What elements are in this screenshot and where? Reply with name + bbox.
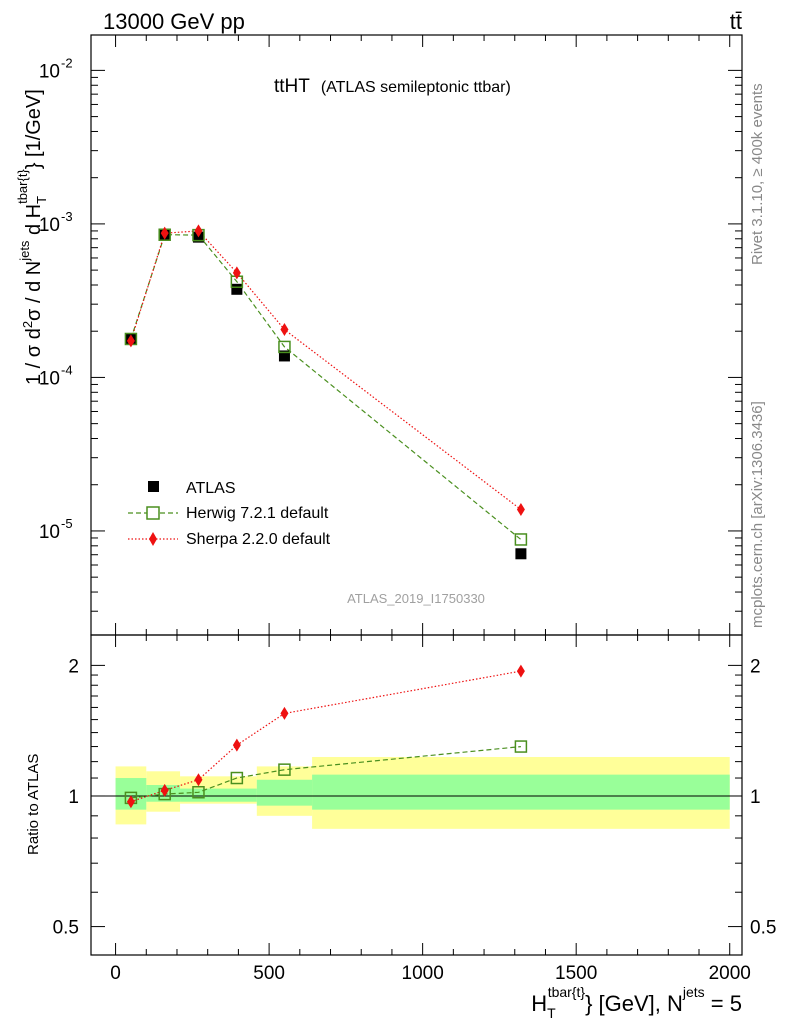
main-y-tick-exponent-3: -2 — [61, 55, 73, 70]
main-sherpa-line — [130, 230, 522, 510]
rivet-version: Rivet 3.1.10, ≥ 400k events — [749, 83, 766, 265]
main-y-tick-exponent-2: -3 — [61, 209, 73, 224]
legend: ATLAS Herwig 7.2.1 default Sherpa 2.2.0 … — [128, 480, 331, 548]
main-sherpa-point-1 — [160, 226, 169, 240]
x-tick-label-0: 0 — [110, 963, 121, 984]
ratio-herwig-point-5 — [514, 740, 528, 753]
main-atlas-point-5 — [515, 548, 527, 560]
main-atlas-point-4 — [278, 350, 290, 362]
x-label-sub: T — [547, 1005, 556, 1021]
plot-title-main: ttHT — [274, 76, 310, 97]
stat-uncertainty-band-3 — [256, 779, 313, 806]
x-label-rest: } [GeV], N — [585, 991, 683, 1016]
ratio-y-tick-label-right-1: 1 — [750, 787, 761, 808]
x-label-sup2: jets — [682, 984, 705, 1000]
x-tick-label-3: 1500 — [555, 963, 597, 984]
main-y-tick-label-2: 10 — [39, 215, 60, 236]
main-y-tick-exponent-1: -4 — [61, 362, 73, 377]
main-atlas-point-3 — [231, 283, 243, 295]
ratio-sherpa-point-0 — [126, 795, 135, 809]
ratio-sherpa-point-1 — [160, 783, 169, 797]
x-label-end: = 5 — [705, 991, 742, 1016]
main-y-tick-exponent-0: -5 — [61, 516, 73, 531]
x-label-h: H — [531, 991, 547, 1016]
ratio-y-tick-label-right-2: 2 — [750, 656, 761, 677]
uncertainty-bands — [91, 756, 742, 829]
main-herwig-point-5 — [514, 533, 528, 546]
x-label-sup: tbar{t} — [548, 984, 586, 1000]
x-axis-label: HTtbar{t}} [GeV], Njets = 5 — [531, 984, 742, 1021]
legend-herwig-label: Herwig 7.2.1 default — [186, 505, 329, 522]
main-y-tick-label-3: 10 — [39, 61, 60, 82]
data-markers — [124, 224, 528, 809]
ratio-sherpa-point-5 — [516, 664, 525, 678]
main-sherpa-point-3 — [232, 266, 241, 280]
ratio-herwig-point-2 — [192, 786, 205, 799]
legend-herwig-marker — [146, 506, 160, 520]
main-y-label-text: 1 / σ d2σ / d Njets d HTtbar{t}} [1/GeV] — [15, 89, 49, 385]
mcplots-reference: mcplots.cern.ch [arXiv:1306.3436] — [749, 401, 766, 628]
main-sherpa-point-4 — [280, 323, 289, 337]
x-tick-label-4: 2000 — [709, 963, 751, 984]
x-tick-label-2: 1000 — [402, 963, 444, 984]
ratio-herwig-point-3 — [230, 771, 244, 785]
legend-atlas-marker — [148, 481, 159, 492]
ratio-sherpa-point-3 — [232, 738, 241, 752]
ratio-y-tick-label-right-0: 0.5 — [750, 918, 776, 939]
legend-sherpa-marker — [149, 532, 157, 546]
main-sherpa-point-5 — [516, 502, 525, 516]
ratio-y-tick-label-2: 2 — [68, 656, 79, 677]
main-sherpa-point-2 — [194, 224, 203, 238]
main-herwig-line — [130, 234, 522, 540]
stat-uncertainty-band-2 — [180, 788, 257, 802]
energy-label: 13000 GeV pp — [103, 9, 245, 34]
main-y-tick-label-0: 10 — [39, 522, 60, 543]
ratio-y-axis-label: Ratio to ATLAS — [25, 754, 42, 855]
plot-title-sub: (ATLAS semileptonic ttbar) — [321, 79, 511, 96]
main-y-tick-label-1: 10 — [39, 368, 60, 389]
legend-atlas-label: ATLAS — [186, 480, 236, 497]
x-tick-label-1: 500 — [253, 963, 285, 984]
process-label: tt̄ — [730, 9, 742, 34]
main-y-axis-label: 1 / σ d2σ / d Njets d HTtbar{t}} [1/GeV] — [15, 89, 49, 385]
plot-title: ttHT (ATLAS semileptonic ttbar) — [274, 76, 511, 97]
stat-uncertainty-band-4 — [312, 774, 730, 810]
ratio-y-tick-label-1: 1 — [68, 787, 79, 808]
ratio-sherpa-point-2 — [194, 773, 203, 787]
analysis-watermark: ATLAS_2019_I1750330 — [347, 591, 485, 606]
ratio-plot-frame — [90, 634, 743, 956]
ratio-herwig-point-4 — [278, 763, 291, 776]
main-herwig-point-4 — [278, 340, 291, 354]
ratio-y-tick-label-0: 0.5 — [53, 918, 79, 939]
legend-sherpa-label: Sherpa 2.2.0 default — [186, 531, 331, 548]
ratio-sherpa-point-4 — [280, 706, 289, 720]
main-sherpa-point-0 — [126, 334, 135, 348]
